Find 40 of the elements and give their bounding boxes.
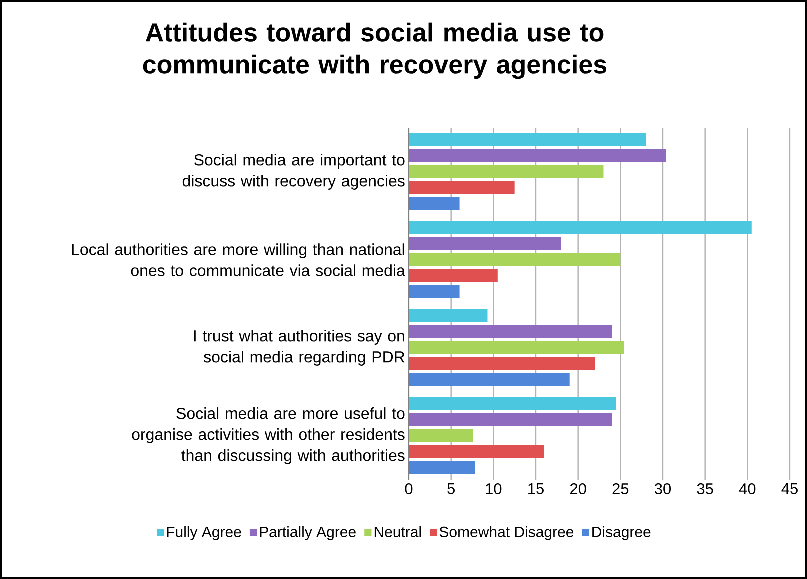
x-tick-label: 10 <box>486 484 502 495</box>
bar <box>409 182 515 194</box>
x-tick-label: 35 <box>697 484 714 495</box>
bar <box>409 238 562 250</box>
legend-label: Neutral <box>374 526 422 538</box>
bar <box>409 373 570 386</box>
bar <box>409 150 666 162</box>
y-tick-label: I trust what authorities say on social media regarding PDR <box>194 330 405 366</box>
bar <box>409 429 474 442</box>
legend-label: Disagree <box>592 526 651 540</box>
bar <box>409 461 476 474</box>
x-tick-label: 5 <box>448 484 455 494</box>
bar <box>409 134 646 147</box>
bar <box>409 413 612 426</box>
bar <box>409 397 616 410</box>
bar <box>409 341 624 354</box>
bar <box>409 310 488 322</box>
bar <box>409 198 460 210</box>
x-tick-label: 40 <box>739 484 756 495</box>
y-tick-label: Local authorities are more willing than national ones to communicate via social media <box>72 244 406 276</box>
bar <box>409 222 752 234</box>
legend-label: Fully Agree <box>167 526 242 540</box>
bar <box>409 270 498 282</box>
x-tick-label: 15 <box>528 484 544 494</box>
y-tick-label: Social media are more useful to organise activities with other residents than discussing with authorities <box>132 408 405 464</box>
x-tick-label: 45 <box>782 484 798 494</box>
bar <box>409 166 604 178</box>
bar <box>409 357 596 370</box>
x-tick-label: 20 <box>570 484 586 495</box>
x-tick-label: 0 <box>405 484 413 495</box>
chart-title: Attitudes toward social media use to communicate with recovery agencies <box>143 22 607 80</box>
legend-label: Somewhat Disagree <box>440 526 574 540</box>
bar <box>409 253 621 266</box>
legend-label: Partially Agree <box>260 526 356 540</box>
bar <box>409 286 460 298</box>
x-tick-label: 30 <box>654 484 672 495</box>
bar <box>409 326 612 338</box>
x-tick-label: 25 <box>612 484 629 495</box>
y-tick-label: Social media are important to discuss with recovery agencies <box>182 154 405 190</box>
bar <box>409 445 544 458</box>
